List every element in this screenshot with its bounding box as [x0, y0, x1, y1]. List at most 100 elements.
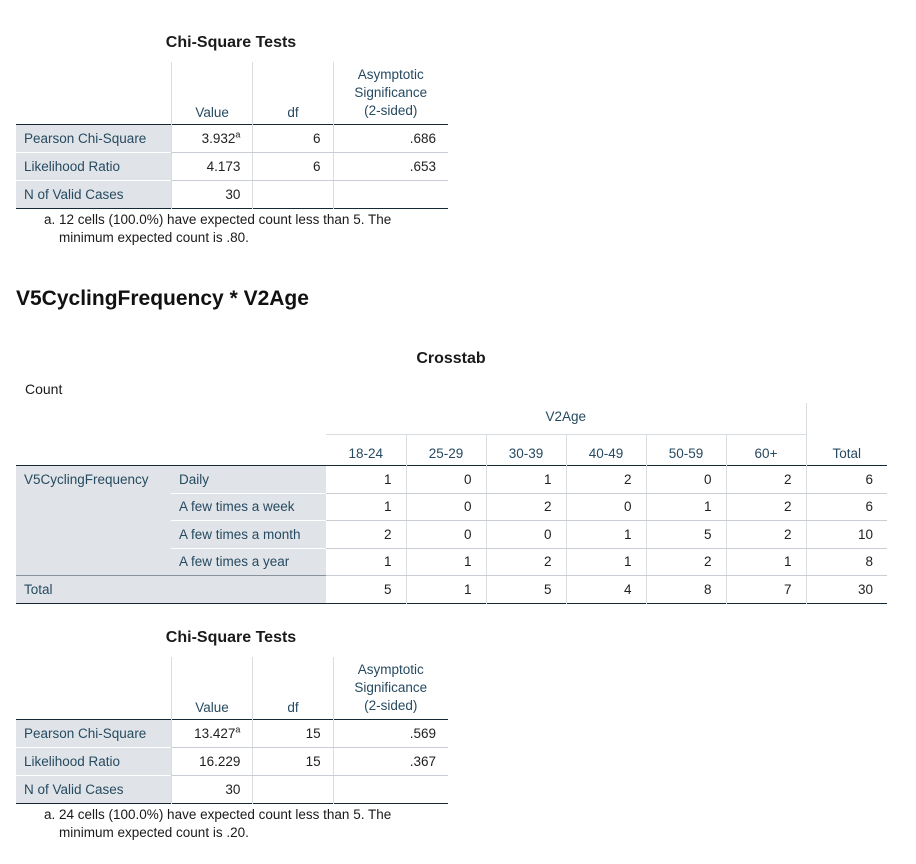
row-label-total: Total — [16, 575, 326, 603]
chi2-row-n: N of Valid Cases 30 — [16, 774, 448, 803]
table-row: A few times a week 1 0 2 0 1 2 6 — [16, 492, 887, 521]
count-cell: 0 — [645, 465, 726, 494]
chi2-header-df: df — [252, 657, 334, 719]
table-row: A few times a year 1 1 2 1 2 1 8 — [16, 547, 887, 576]
totals-row: Total 5 1 5 4 8 7 30 — [16, 575, 887, 603]
count-cell: 0 — [565, 493, 646, 521]
chi2-header-significance: Asymptotic Significance (2-sided) — [332, 657, 448, 719]
chi2-title: Chi-Square Tests — [165, 629, 297, 646]
value-cell: 13.427a — [170, 719, 253, 748]
grand-total-cell: 30 — [805, 575, 887, 603]
count-cell: 0 — [405, 465, 486, 494]
row-label: A few times a year — [171, 547, 326, 576]
df-cell: 15 — [252, 719, 334, 748]
count-cell: 1 — [326, 548, 406, 576]
row-label: Likelihood Ratio — [16, 746, 172, 775]
col-header: 30-39 — [485, 434, 566, 466]
row-label: N of Valid Cases — [16, 774, 172, 803]
value-cell: 4.173 — [170, 152, 253, 181]
crosstab-count-label: Count — [25, 381, 63, 397]
col-header: 50-59 — [645, 434, 726, 466]
value-cell: 16.229 — [170, 747, 253, 776]
value-cell: 3.932a — [170, 124, 253, 153]
row-total-cell: 8 — [805, 548, 887, 576]
chi1-title: Chi-Square Tests — [165, 34, 297, 51]
row-label: Pearson Chi-Square — [16, 719, 172, 747]
total-cell: 7 — [725, 575, 806, 603]
count-cell: 2 — [645, 548, 726, 576]
chi2-row-pearson: Pearson Chi-Square 13.427a 15 .569 — [16, 719, 448, 748]
section-title: V5CyclingFrequency * V2Age — [16, 287, 309, 310]
count-cell: 1 — [405, 548, 486, 576]
table-row: A few times a month 2 0 0 1 5 2 10 — [16, 520, 887, 549]
count-cell: 1 — [565, 520, 646, 549]
col-header: 18-24 — [348, 446, 384, 461]
chi1-row-likelihood: Likelihood Ratio 4.173 6 .653 — [16, 151, 448, 181]
chi1-table: Value df Asymptotic Significance (2-side… — [16, 62, 448, 209]
col-header: 60+ — [725, 434, 806, 466]
count-cell: 1 — [725, 548, 806, 576]
chi1-header-df: df — [252, 62, 334, 124]
table-row: V5CyclingFrequency Daily 1 0 1 2 0 2 6 — [16, 465, 887, 576]
chi2-footnote: a. 24 cells (100.0%) have expected count… — [44, 807, 392, 840]
sig-cell — [332, 180, 448, 208]
row-label: Pearson Chi-Square — [16, 124, 172, 152]
df-cell — [252, 180, 334, 208]
chi1-header-value: Value — [170, 62, 253, 124]
count-cell: 1 — [485, 465, 566, 494]
col-var-label: V2Age — [326, 403, 806, 435]
df-cell: 15 — [252, 747, 334, 776]
total-cell: 1 — [405, 575, 486, 603]
sig-cell: .367 — [332, 747, 448, 776]
chi2-table: Value df Asymptotic Significance (2-side… — [16, 657, 448, 804]
total-cell: 4 — [565, 575, 646, 603]
col-header-total: Total — [805, 434, 887, 466]
row-var-label: V5CyclingFrequency — [16, 465, 171, 576]
total-cell: 5 — [485, 575, 566, 603]
count-cell: 2 — [485, 548, 566, 576]
crosstab-header-var-row: V2Age — [16, 403, 887, 435]
chi1-row-n: N of Valid Cases 30 — [16, 179, 448, 208]
sig-cell: .569 — [332, 719, 448, 748]
row-total-cell: 10 — [805, 520, 887, 549]
row-label: A few times a month — [171, 520, 326, 548]
count-cell: 2 — [725, 493, 806, 521]
row-total-cell: 6 — [805, 465, 887, 494]
chi2-row-likelihood: Likelihood Ratio 16.229 15 .367 — [16, 746, 448, 776]
crosstab-title: Crosstab — [416, 350, 486, 367]
chi1-footnote: a. 12 cells (100.0%) have expected count… — [44, 212, 392, 245]
row-label: Likelihood Ratio — [16, 151, 172, 180]
col-header: 25-29 — [405, 434, 486, 466]
count-cell: 2 — [725, 465, 806, 494]
count-cell: 1 — [645, 493, 726, 521]
count-cell: 2 — [725, 520, 806, 549]
total-cell: 5 — [383, 581, 392, 597]
df-cell — [252, 775, 334, 803]
total-cell: 8 — [645, 575, 726, 603]
count-cell: 1 — [326, 465, 406, 494]
count-cell: 2 — [326, 520, 406, 549]
chi2-header-row: Value df Asymptotic Significance (2-side… — [16, 657, 448, 719]
count-cell: 2 — [485, 493, 566, 521]
sig-cell — [332, 775, 448, 803]
value-cell: 30 — [170, 180, 253, 208]
col-header: 40-49 — [565, 434, 646, 466]
crosstab-header-row: 18-24 25-29 30-39 40-49 50-59 60+ Total — [16, 434, 887, 466]
count-cell: 0 — [485, 520, 566, 549]
count-cell: 2 — [565, 465, 646, 494]
chi1-header-significance: Asymptotic Significance (2-sided) — [332, 62, 448, 124]
sig-cell: .653 — [332, 152, 448, 181]
df-cell: 6 — [252, 152, 334, 181]
count-cell: 1 — [326, 493, 406, 521]
chi2-header-value: Value — [170, 657, 253, 719]
count-cell: 0 — [405, 520, 486, 549]
row-label: N of Valid Cases — [16, 179, 172, 208]
chi1-header-row: Value df Asymptotic Significance (2-side… — [16, 62, 448, 124]
crosstab-table: V2Age 18-24 25-29 30-39 40-49 50-59 60+ … — [16, 403, 887, 604]
count-cell: 1 — [565, 548, 646, 576]
chi1-row-pearson: Pearson Chi-Square 3.932a 6 .686 — [16, 124, 448, 153]
df-cell: 6 — [252, 124, 334, 153]
row-label: A few times a week — [171, 492, 326, 521]
count-cell: 0 — [405, 493, 486, 521]
row-label: Daily — [171, 465, 326, 493]
